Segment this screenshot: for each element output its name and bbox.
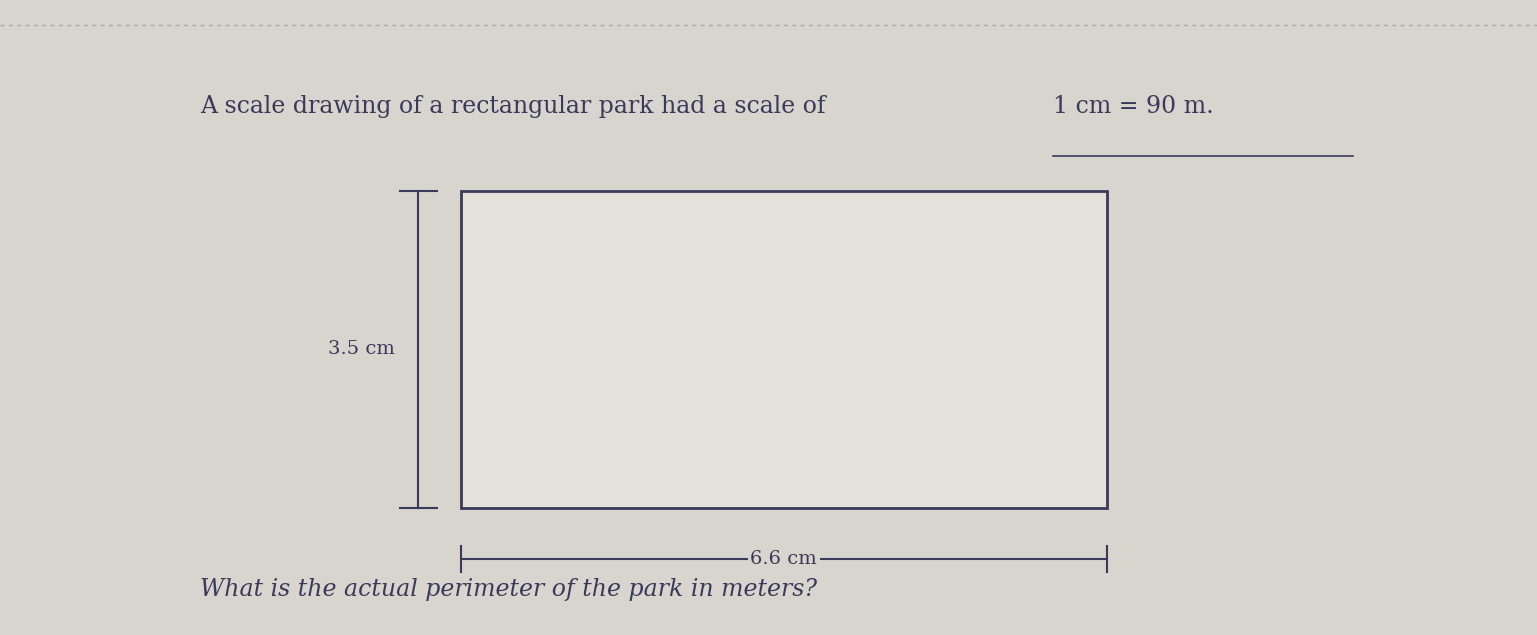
Text: What is the actual perimeter of the park in meters?: What is the actual perimeter of the park… (200, 578, 816, 601)
Text: A scale drawing of a rectangular park had a scale of: A scale drawing of a rectangular park ha… (200, 95, 833, 118)
Text: 6.6 cm: 6.6 cm (750, 550, 818, 568)
Bar (461, 190, 1107, 508)
Text: 3.5 cm: 3.5 cm (327, 340, 395, 358)
Text: 1 cm = 90 m.: 1 cm = 90 m. (1053, 95, 1214, 118)
